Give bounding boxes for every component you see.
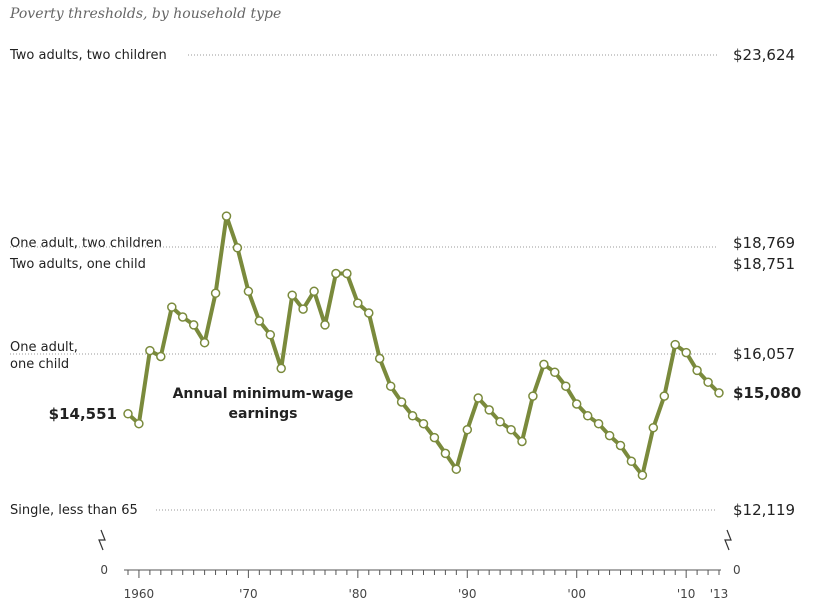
data-point-1992 <box>484 405 494 415</box>
data-point-1998 <box>550 367 560 378</box>
data-point-2009 <box>670 339 680 350</box>
wage-series <box>123 211 724 480</box>
data-point-1980 <box>353 298 363 308</box>
data-point-2012 <box>703 377 713 387</box>
data-point-1999 <box>561 381 571 391</box>
data-point-1984 <box>396 397 407 407</box>
data-point-1962 <box>156 351 166 362</box>
data-point-2000 <box>571 399 582 409</box>
data-point-1997 <box>539 359 549 370</box>
data-point-2005 <box>626 456 637 467</box>
data-point-1968 <box>221 211 232 221</box>
y-zero-label-right: 0 <box>733 563 741 577</box>
data-point-2006 <box>637 470 648 480</box>
data-point-1965 <box>188 320 199 330</box>
data-point-2001 <box>582 411 593 421</box>
data-point-1986 <box>418 418 429 429</box>
data-point-1975 <box>298 304 308 314</box>
x-axis: 1960 '70 '80 '90 '00 '10 '13 0 0 <box>98 529 741 601</box>
wage-line <box>126 214 721 478</box>
threshold-label-2-0: Two adults, one child <box>9 257 146 272</box>
data-point-1960 <box>134 418 144 429</box>
data-point-1971 <box>254 316 265 326</box>
data-point-1981 <box>364 308 374 318</box>
data-point-1969 <box>232 243 243 253</box>
data-point-1991 <box>473 393 483 403</box>
threshold-label-3-1: one child <box>10 357 69 372</box>
data-point-1995 <box>517 436 527 447</box>
data-point-1970 <box>243 286 254 297</box>
data-point-1964 <box>177 312 188 322</box>
data-point-1985 <box>407 411 418 421</box>
data-point-1989 <box>451 464 462 474</box>
data-point-1987 <box>429 432 440 443</box>
data-point-1988 <box>440 448 451 459</box>
threshold-value-1: $18,769 <box>733 234 795 252</box>
threshold-value-4: $12,119 <box>733 501 795 519</box>
x-tick-label-1990: '90 <box>458 587 477 601</box>
data-point-1977 <box>320 320 330 330</box>
data-point-1974 <box>287 290 297 300</box>
threshold-value-2: $18,751 <box>733 255 795 273</box>
data-point-1982 <box>374 353 385 364</box>
data-point-2013 <box>714 388 724 398</box>
end-value-label: $15,080 <box>733 384 801 402</box>
series-label-line1: Annual minimum-wage <box>173 386 354 402</box>
data-point-1993 <box>495 417 505 427</box>
series-labels: $14,551 $15,080 Annual minimum-wage earn… <box>49 384 802 423</box>
y-zero-label-left: 0 <box>100 563 108 577</box>
data-point-2002 <box>593 418 604 429</box>
data-point-1994 <box>506 424 516 435</box>
x-tick-label-1960: 1960 <box>124 587 155 601</box>
data-point-2007 <box>648 422 659 433</box>
data-point-2010 <box>681 347 691 358</box>
threshold-value-3: $16,057 <box>733 345 795 363</box>
data-point-2004 <box>615 440 626 451</box>
data-point-1978 <box>331 268 341 279</box>
data-point-2008 <box>659 391 670 401</box>
start-value-label: $14,551 <box>49 405 117 423</box>
axis-break-icon-0 <box>98 529 106 551</box>
data-point-1979 <box>342 268 352 279</box>
data-point-1996 <box>528 391 538 401</box>
threshold-label-3-0: One adult, <box>10 340 78 355</box>
data-point-1973 <box>276 363 286 374</box>
data-point-1976 <box>309 286 319 297</box>
x-tick-label-2000: '00 <box>567 587 586 601</box>
data-point-1966 <box>199 337 210 348</box>
data-point-2011 <box>692 365 702 376</box>
threshold-label-0-0: Two adults, two children <box>9 48 167 63</box>
threshold-label-4-0: Single, less than 65 <box>10 503 138 518</box>
x-tick-label-1980: '80 <box>349 587 368 601</box>
data-point-1959 <box>123 409 133 419</box>
data-point-1972 <box>265 330 276 340</box>
data-point-1990 <box>462 424 473 435</box>
x-tick-label-2010: '10 <box>677 587 696 601</box>
series-label-line2: earnings <box>229 406 298 422</box>
chart-subtitle: Poverty thresholds, by household type <box>10 6 282 22</box>
threshold-label-1-0: One adult, two children <box>10 236 162 251</box>
data-point-1967 <box>210 288 221 298</box>
axis-break-icon-1 <box>724 529 732 551</box>
data-point-2003 <box>604 430 615 441</box>
threshold-lines: Two adults, two children $23,624 One adult… <box>9 46 795 519</box>
x-tick-label-1970: '70 <box>239 587 258 601</box>
data-point-1961 <box>145 345 155 356</box>
threshold-value-0: $23,624 <box>733 46 795 64</box>
data-point-1983 <box>385 381 396 391</box>
x-tick-label-2013: '13 <box>710 587 729 601</box>
data-point-1963 <box>167 302 177 312</box>
